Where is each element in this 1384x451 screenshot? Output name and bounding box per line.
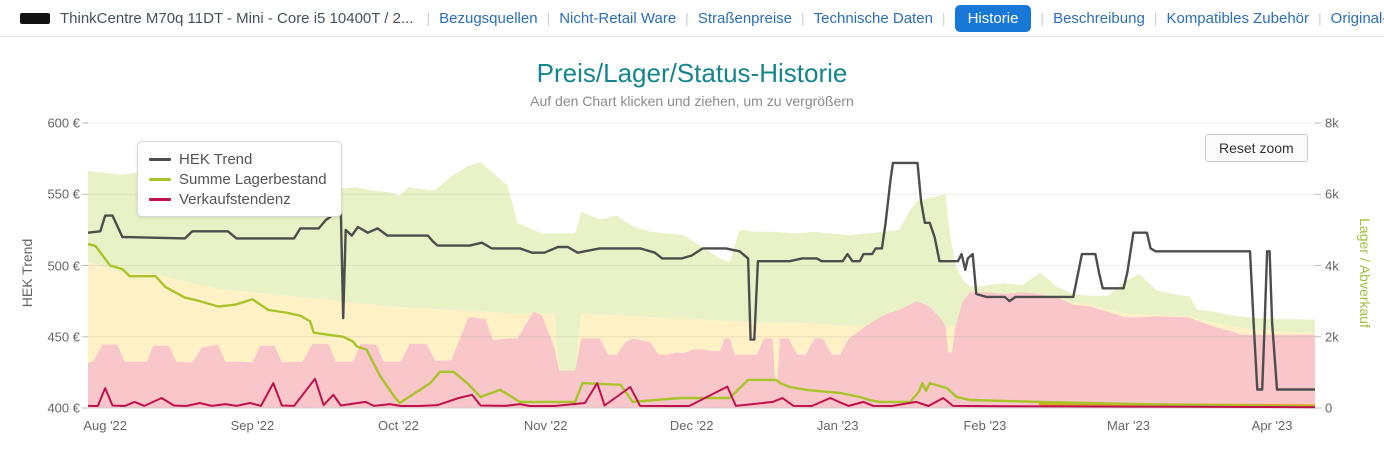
chart-legend: HEK Trend Summe Lagerbestand Verkaufstende…: [137, 141, 342, 217]
nav-separator: |: [801, 10, 805, 26]
y-right-tick-label: 2k: [1325, 329, 1339, 345]
nav-separator: |: [426, 10, 431, 26]
x-tick-label: Nov '22: [523, 418, 568, 433]
nav-separator: |: [1318, 10, 1322, 26]
nav-link[interactable]: Technische Daten: [813, 9, 933, 27]
y-left-tick-label: 400 €: [47, 400, 80, 416]
y-left-axis-title: HEK Trend: [19, 238, 35, 308]
x-tick-label: Sep '22: [230, 418, 275, 433]
nav-link[interactable]: Beschreibung: [1053, 9, 1145, 27]
summe-lagerbestand-line: [87, 242, 1316, 409]
x-tick-label: Jan '23: [816, 418, 859, 433]
x-tick-label: Mar '23: [1107, 418, 1150, 433]
y-right-tick-label: 4k: [1325, 258, 1339, 273]
product-title: ThinkCentre M70q 11DT - Mini - Core i5 1…: [60, 9, 414, 27]
legend-label: HEK Trend: [179, 150, 253, 168]
x-tick-label: Aug '22: [83, 418, 128, 433]
tab-historie-active[interactable]: Historie: [954, 4, 1032, 32]
legend-label: Verkaufstendenz: [179, 190, 291, 208]
nav-link[interactable]: Original-Zubehör: [1330, 9, 1384, 27]
y-right-tick-label: 6k: [1325, 186, 1339, 202]
hek-trend-line: [87, 161, 1315, 391]
availability-pink-band: [88, 292, 1315, 408]
nav-link[interactable]: Straßenpreise: [697, 9, 793, 27]
y-left-tick-label: 550 €: [47, 186, 80, 202]
y-right-tick-label: 0: [1325, 400, 1333, 416]
y-left-tick-label: 600 €: [47, 115, 80, 131]
legend-item[interactable]: Verkaufstendenz: [149, 189, 327, 209]
nav-link[interactable]: Bezugsquellen: [439, 9, 538, 27]
x-tick-label: Feb '23: [963, 418, 1007, 433]
legend-color-dash: [149, 197, 171, 201]
x-tick-label: Apr '23: [1251, 418, 1293, 433]
nav-separator: |: [546, 10, 551, 26]
y-right-tick-label: 8k: [1325, 115, 1339, 131]
x-tick-label: Dec '22: [669, 418, 714, 433]
chart-zoom-hint: Auf den Chart klicken und ziehen, um zu …: [530, 93, 854, 109]
legend-label: Summe Lagerbestand: [179, 170, 327, 188]
reset-zoom-button[interactable]: Reset zoom: [1205, 134, 1308, 162]
legend-item[interactable]: Summe Lagerbestand: [149, 169, 327, 189]
verkaufstendenz-line: [87, 377, 1316, 409]
x-tick-label: Oct '22: [378, 418, 419, 433]
nav-separator: |: [1153, 10, 1158, 26]
availability-yellow-band: [88, 261, 1315, 380]
nav-link[interactable]: Kompatibles Zubehör: [1166, 9, 1310, 27]
y-left-tick-label: 500 €: [47, 258, 80, 273]
legend-color-dash: [149, 177, 171, 181]
product-thumbnail-image: [20, 12, 50, 24]
chart-title: Preis/Lager/Status-Historie: [536, 58, 848, 88]
y-right-axis-title: Lager / Abverkauf: [1357, 218, 1373, 328]
legend-color-dash: [149, 157, 171, 161]
legend-item[interactable]: HEK Trend: [149, 149, 327, 169]
nav-separator: |: [941, 10, 946, 26]
nav-links: | Bezugsquellen | Nicht-Retail Ware | Straßen…: [418, 4, 1384, 32]
y-left-tick-label: 450 €: [47, 329, 80, 345]
top-nav: ThinkCentre M70q 11DT - Mini - Core i5 1…: [0, 0, 1384, 37]
nav-link[interactable]: Nicht-Retail Ware: [559, 9, 677, 27]
nav-separator: |: [685, 10, 689, 26]
nav-separator: |: [1040, 10, 1045, 26]
